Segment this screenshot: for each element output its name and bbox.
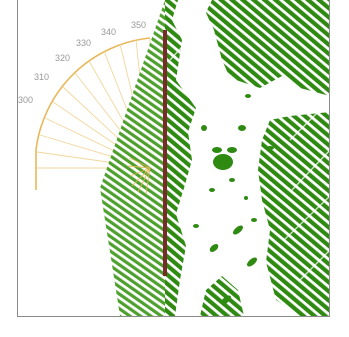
- dial-arc: [35, 37, 151, 190]
- tree-shape: [100, 0, 165, 316]
- dial-label-320: 320: [55, 53, 70, 63]
- dial-label-340: 340: [101, 27, 116, 37]
- trunk: [163, 30, 167, 276]
- dial-label-330: 330: [76, 38, 91, 48]
- dial-label-350: 350: [131, 20, 146, 30]
- dial-label-300: 300: [18, 95, 33, 105]
- sunburst: [127, 157, 151, 195]
- dial-labels: 300 310 320 330 340 350: [18, 20, 146, 105]
- hatched-artwork: [100, 0, 329, 316]
- streaks: [169, 35, 329, 281]
- ear: [196, 0, 212, 14]
- frame-border: [17, 0, 330, 317]
- speckles: [193, 94, 274, 305]
- dial-label-310: 310: [34, 72, 49, 82]
- animal-silhouette: [172, 0, 329, 316]
